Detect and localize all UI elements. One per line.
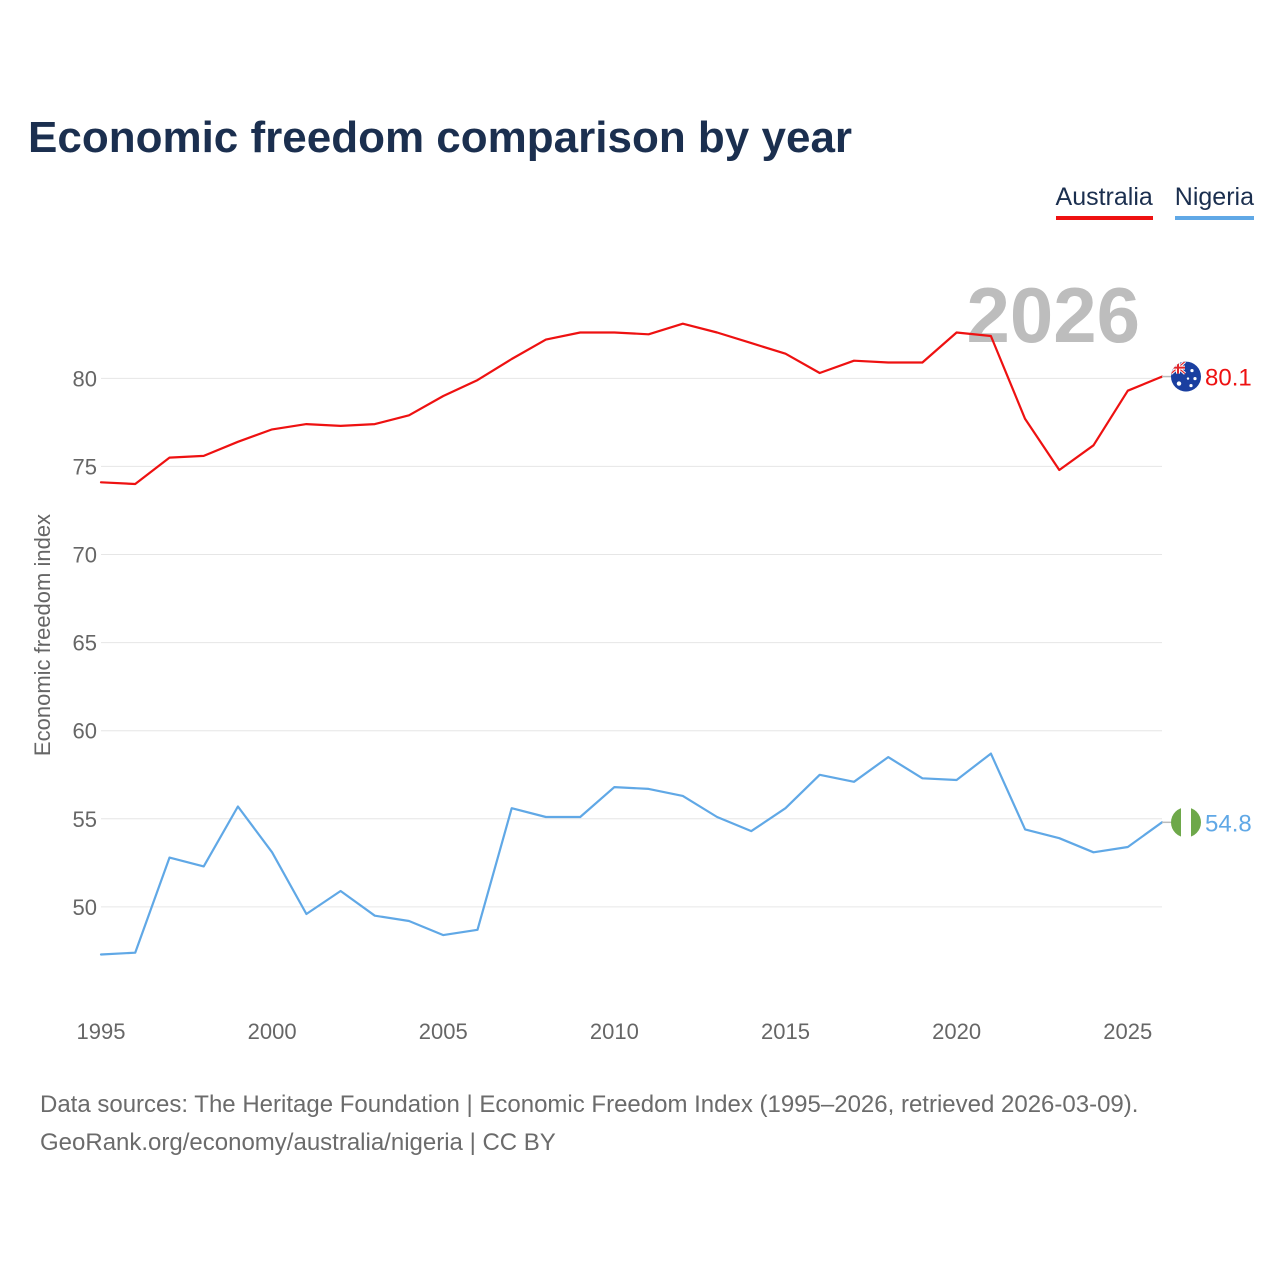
end-value-label-australia: 80.1 xyxy=(1205,365,1252,392)
australia-flag-icon xyxy=(1171,361,1201,392)
source-url[interactable]: GeoRank.org/economy/australia/nigeria | … xyxy=(40,1129,556,1156)
end-markers: 80.1 54.8 xyxy=(1162,361,1252,838)
legend: Australia Nigeria xyxy=(1055,182,1254,220)
nigeria-flag-icon xyxy=(1171,807,1201,838)
data-source-note: Data sources: The Heritage Foundation | … xyxy=(40,1091,1139,1118)
x-axis-ticks: 1995 2000 2005 2010 2015 2020 2025 xyxy=(77,1019,1153,1044)
footer: Data sources: The Heritage Foundation | … xyxy=(40,1086,1138,1162)
series-line-australia[interactable] xyxy=(99,322,1164,486)
x-tick-label: 2020 xyxy=(932,1019,981,1044)
series xyxy=(99,322,1164,956)
x-tick-label: 2010 xyxy=(590,1019,639,1044)
y-tick-label: 55 xyxy=(73,807,97,832)
y-tick-label: 80 xyxy=(73,366,97,391)
y-tick-label: 65 xyxy=(73,631,97,656)
x-tick-label: 1995 xyxy=(77,1019,126,1044)
y-tick-label: 75 xyxy=(73,454,97,479)
y-axis-ticks: 50 55 60 65 70 75 80 xyxy=(73,366,97,920)
x-tick-label: 2015 xyxy=(761,1019,810,1044)
end-value-label-nigeria: 54.8 xyxy=(1205,810,1252,837)
x-tick-label: 2000 xyxy=(248,1019,297,1044)
legend-item-australia[interactable]: Australia xyxy=(1055,182,1153,220)
x-tick-label: 2005 xyxy=(419,1019,468,1044)
chart-title: Economic freedom comparison by year xyxy=(28,113,853,162)
year-watermark: 2026 xyxy=(966,271,1140,359)
grid xyxy=(101,377,1162,908)
legend-item-nigeria[interactable]: Nigeria xyxy=(1174,182,1254,220)
y-tick-label: 50 xyxy=(73,895,97,920)
series-line-nigeria[interactable] xyxy=(99,752,1164,956)
x-tick-label: 2025 xyxy=(1103,1019,1152,1044)
y-tick-label: 60 xyxy=(73,719,97,744)
y-tick-label: 70 xyxy=(73,543,97,568)
y-axis-title: Economic freedom index xyxy=(30,514,55,756)
